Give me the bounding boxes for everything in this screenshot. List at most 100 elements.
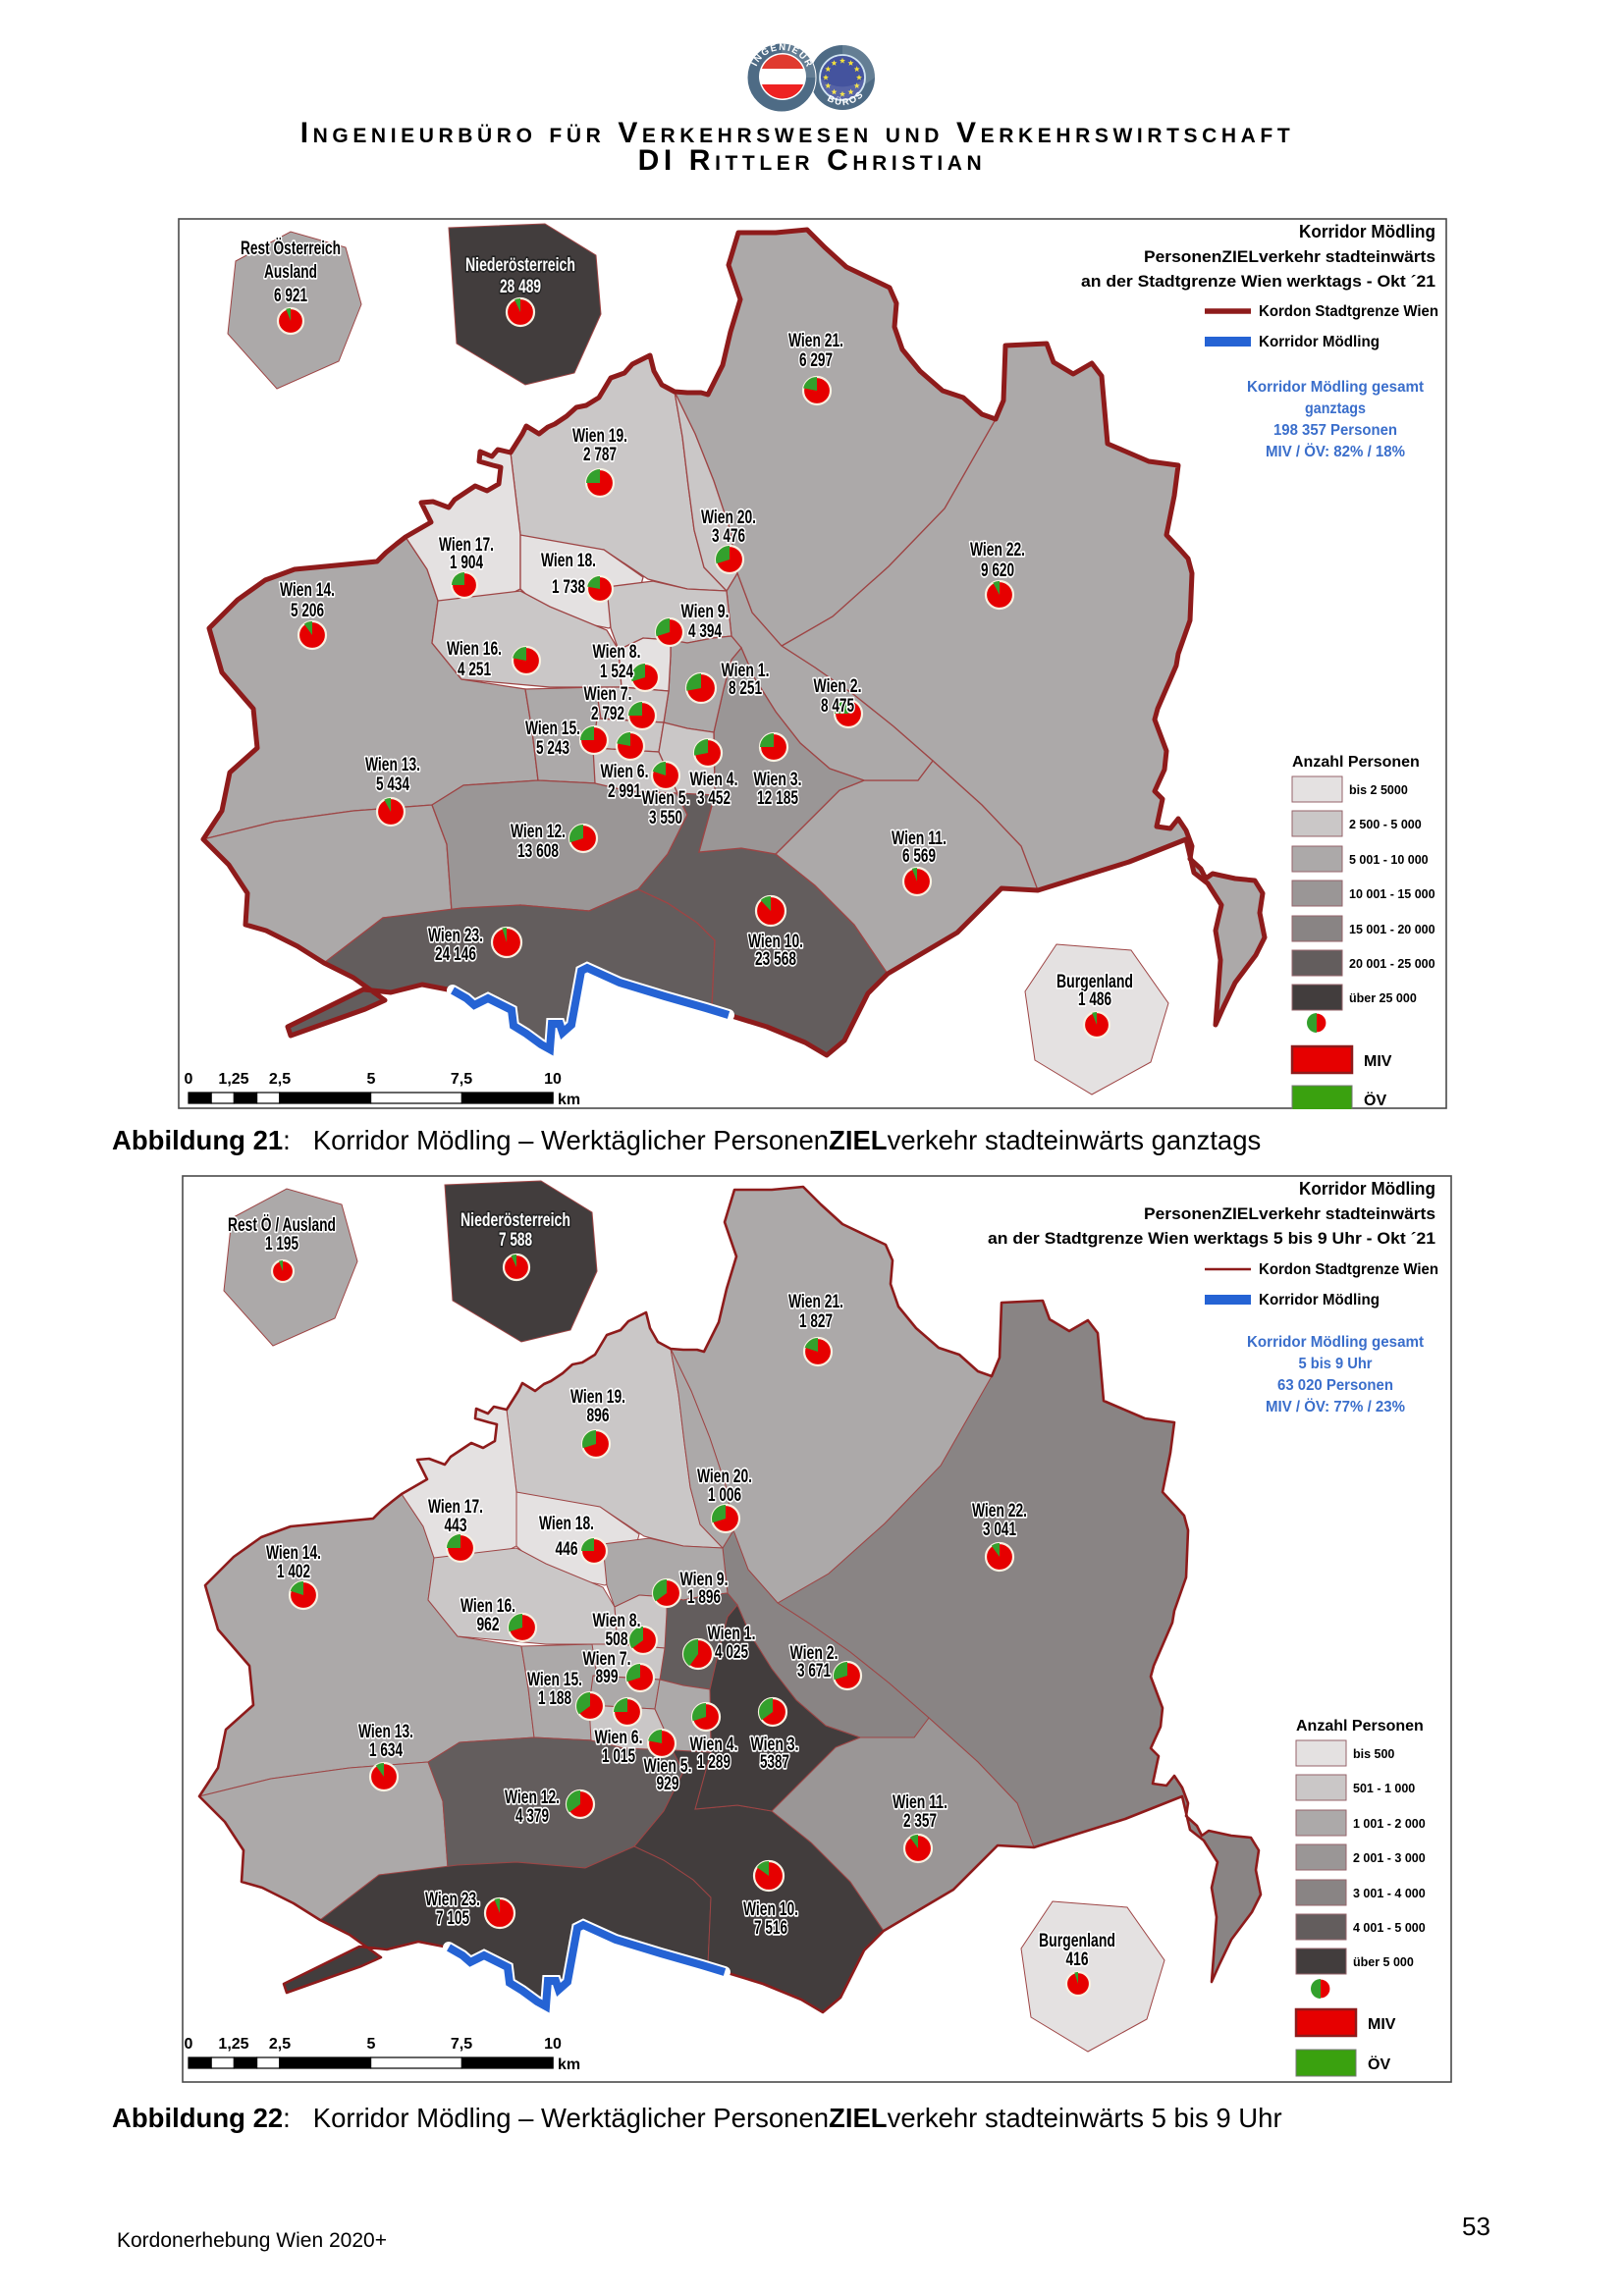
svg-text:an der Stadtgrenze Wien werkta: an der Stadtgrenze Wien werktags 5 bis 9… (988, 1229, 1435, 1248)
svg-text:3 452: 3 452 (697, 788, 731, 809)
svg-text:2 787: 2 787 (583, 445, 617, 465)
svg-text:Korridor Mödling gesamt: Korridor Mödling gesamt (1247, 379, 1425, 396)
svg-text:1 015: 1 015 (602, 1746, 635, 1767)
svg-text:3 001 - 4 000: 3 001 - 4 000 (1353, 1887, 1426, 1900)
svg-text:4 379: 4 379 (515, 1806, 549, 1827)
svg-text:Wien 18.: Wien 18. (539, 1514, 594, 1534)
svg-text:24 146: 24 146 (435, 944, 476, 965)
svg-text:Wien 21.: Wien 21. (788, 1292, 843, 1312)
svg-text:3 476: 3 476 (712, 526, 745, 547)
svg-text:Rest Ö / Ausland: Rest Ö / Ausland (228, 1215, 336, 1236)
svg-text:Wien 4.: Wien 4. (690, 1735, 738, 1755)
svg-text:1 188: 1 188 (538, 1688, 571, 1709)
svg-text:Burgenland: Burgenland (1039, 1931, 1115, 1951)
svg-text:15 001 - 20 000: 15 001 - 20 000 (1349, 923, 1435, 936)
svg-text:Wien 20.: Wien 20. (701, 507, 756, 528)
svg-text:Niederösterreich: Niederösterreich (460, 1210, 570, 1231)
svg-text:5 206: 5 206 (291, 601, 324, 621)
svg-text:3 550: 3 550 (649, 808, 682, 828)
svg-text:1 195: 1 195 (265, 1234, 298, 1255)
svg-text:Wien 13.: Wien 13. (365, 755, 420, 775)
svg-text:446: 446 (556, 1539, 578, 1560)
svg-text:Wien 22.: Wien 22. (972, 1501, 1027, 1522)
svg-text:Burgenland: Burgenland (1056, 972, 1133, 992)
svg-text:Wien 14.: Wien 14. (266, 1543, 321, 1564)
svg-text:13 608: 13 608 (517, 841, 559, 862)
svg-text:23 568: 23 568 (755, 949, 796, 970)
svg-text:7 588: 7 588 (499, 1230, 532, 1251)
svg-text:Anzahl Personen: Anzahl Personen (1296, 1718, 1424, 1735)
svg-text:899: 899 (596, 1667, 619, 1687)
svg-text:Wien 19.: Wien 19. (572, 426, 627, 447)
svg-text:8 475: 8 475 (821, 696, 854, 717)
svg-text:5 001 - 10 000: 5 001 - 10 000 (1349, 853, 1429, 867)
svg-text:4 025: 4 025 (715, 1642, 748, 1663)
svg-text:Wien 1.: Wien 1. (708, 1624, 756, 1644)
svg-text:12 185: 12 185 (757, 788, 798, 809)
svg-text:0: 0 (185, 1071, 193, 1088)
svg-text:Wien 13.: Wien 13. (358, 1722, 413, 1742)
svg-text:Wien 5.: Wien 5. (642, 788, 690, 809)
svg-text:4 394: 4 394 (688, 621, 722, 642)
svg-text:Korridor Mödling gesamt: Korridor Mödling gesamt (1247, 1334, 1425, 1351)
svg-text:Anzahl Personen: Anzahl Personen (1292, 754, 1420, 771)
svg-text:Wien 7.: Wien 7. (584, 684, 632, 705)
svg-text:5 434: 5 434 (376, 774, 409, 795)
svg-text:PersonenZIELverkehr stadteinwä: PersonenZIELverkehr stadteinwärts (1144, 247, 1435, 266)
svg-text:Wien 2.: Wien 2. (790, 1643, 839, 1664)
svg-text:20 001 - 25 000: 20 001 - 25 000 (1349, 957, 1435, 971)
svg-text:501 - 1 000: 501 - 1 000 (1353, 1782, 1415, 1795)
svg-text:Wien 17.: Wien 17. (428, 1497, 483, 1518)
svg-text:Rest Österreich: Rest Österreich (241, 239, 341, 259)
svg-text:416: 416 (1066, 1949, 1089, 1970)
svg-text:Wien 3.: Wien 3. (754, 770, 802, 790)
svg-text:7 516: 7 516 (754, 1918, 787, 1939)
svg-text:6 569: 6 569 (902, 846, 936, 867)
svg-text:Wien 17.: Wien 17. (439, 535, 494, 556)
svg-text:508: 508 (606, 1629, 628, 1650)
svg-text:MIV / ÖV: 82% / 18%: MIV / ÖV: 82% / 18% (1266, 442, 1405, 460)
svg-text:Ausland: Ausland (264, 262, 317, 283)
svg-text:10: 10 (544, 2036, 562, 2053)
svg-text:1 006: 1 006 (708, 1485, 741, 1506)
svg-text:4 251: 4 251 (458, 660, 491, 680)
svg-text:Wien 7.: Wien 7. (583, 1649, 631, 1670)
svg-text:28 489: 28 489 (500, 277, 541, 297)
svg-text:Wien 2.: Wien 2. (814, 676, 862, 697)
svg-text:Wien 9.: Wien 9. (681, 602, 730, 622)
svg-text:Wien 19.: Wien 19. (570, 1387, 625, 1408)
svg-text:Wien 18.: Wien 18. (541, 551, 596, 571)
svg-text:Wien 23.: Wien 23. (425, 1890, 480, 1910)
svg-text:Wien 21.: Wien 21. (788, 331, 843, 351)
svg-text:7,5: 7,5 (451, 1071, 472, 1088)
svg-text:Wien 23.: Wien 23. (428, 926, 483, 946)
svg-text:Kordon Stadtgrenze Wien: Kordon Stadtgrenze Wien (1259, 303, 1438, 320)
svg-text:ÖV: ÖV (1368, 2055, 1390, 2073)
svg-text:Korridor Mödling: Korridor Mödling (1299, 1179, 1435, 1199)
svg-text:2 792: 2 792 (591, 704, 624, 724)
svg-text:Wien 8.: Wien 8. (593, 1611, 641, 1631)
svg-text:8 251: 8 251 (729, 678, 762, 699)
svg-text:Korridor Mödling: Korridor Mödling (1299, 222, 1435, 241)
svg-text:über 5 000: über 5 000 (1353, 1955, 1414, 1969)
svg-text:Wien 1.: Wien 1. (722, 661, 770, 681)
svg-text:3 041: 3 041 (983, 1520, 1016, 1540)
svg-text:Wien 16.: Wien 16. (460, 1596, 515, 1617)
svg-text:7,5: 7,5 (451, 2036, 472, 2053)
svg-text:2 991: 2 991 (608, 781, 641, 802)
svg-text:6 297: 6 297 (799, 350, 833, 371)
svg-text:Wien 9.: Wien 9. (680, 1570, 729, 1590)
svg-text:Wien 15.: Wien 15. (527, 1670, 582, 1690)
svg-text:5: 5 (367, 2036, 376, 2053)
svg-text:1 001 - 2 000: 1 001 - 2 000 (1353, 1817, 1426, 1831)
svg-text:MIV: MIV (1368, 2016, 1396, 2033)
svg-text:an der Stadtgrenze Wien werkta: an der Stadtgrenze Wien werktags - Okt ´… (1081, 272, 1435, 291)
svg-text:Niederösterreich: Niederösterreich (465, 255, 575, 276)
svg-text:km: km (558, 1092, 580, 1108)
svg-text:9 620: 9 620 (981, 561, 1014, 581)
svg-text:10 001 - 15 000: 10 001 - 15 000 (1349, 887, 1435, 901)
svg-text:443: 443 (445, 1516, 467, 1536)
svg-text:PersonenZIELverkehr stadteinwä: PersonenZIELverkehr stadteinwärts (1144, 1204, 1435, 1223)
svg-text:Wien 10.: Wien 10. (748, 932, 803, 952)
svg-text:bis 2 5000: bis 2 5000 (1349, 783, 1408, 797)
